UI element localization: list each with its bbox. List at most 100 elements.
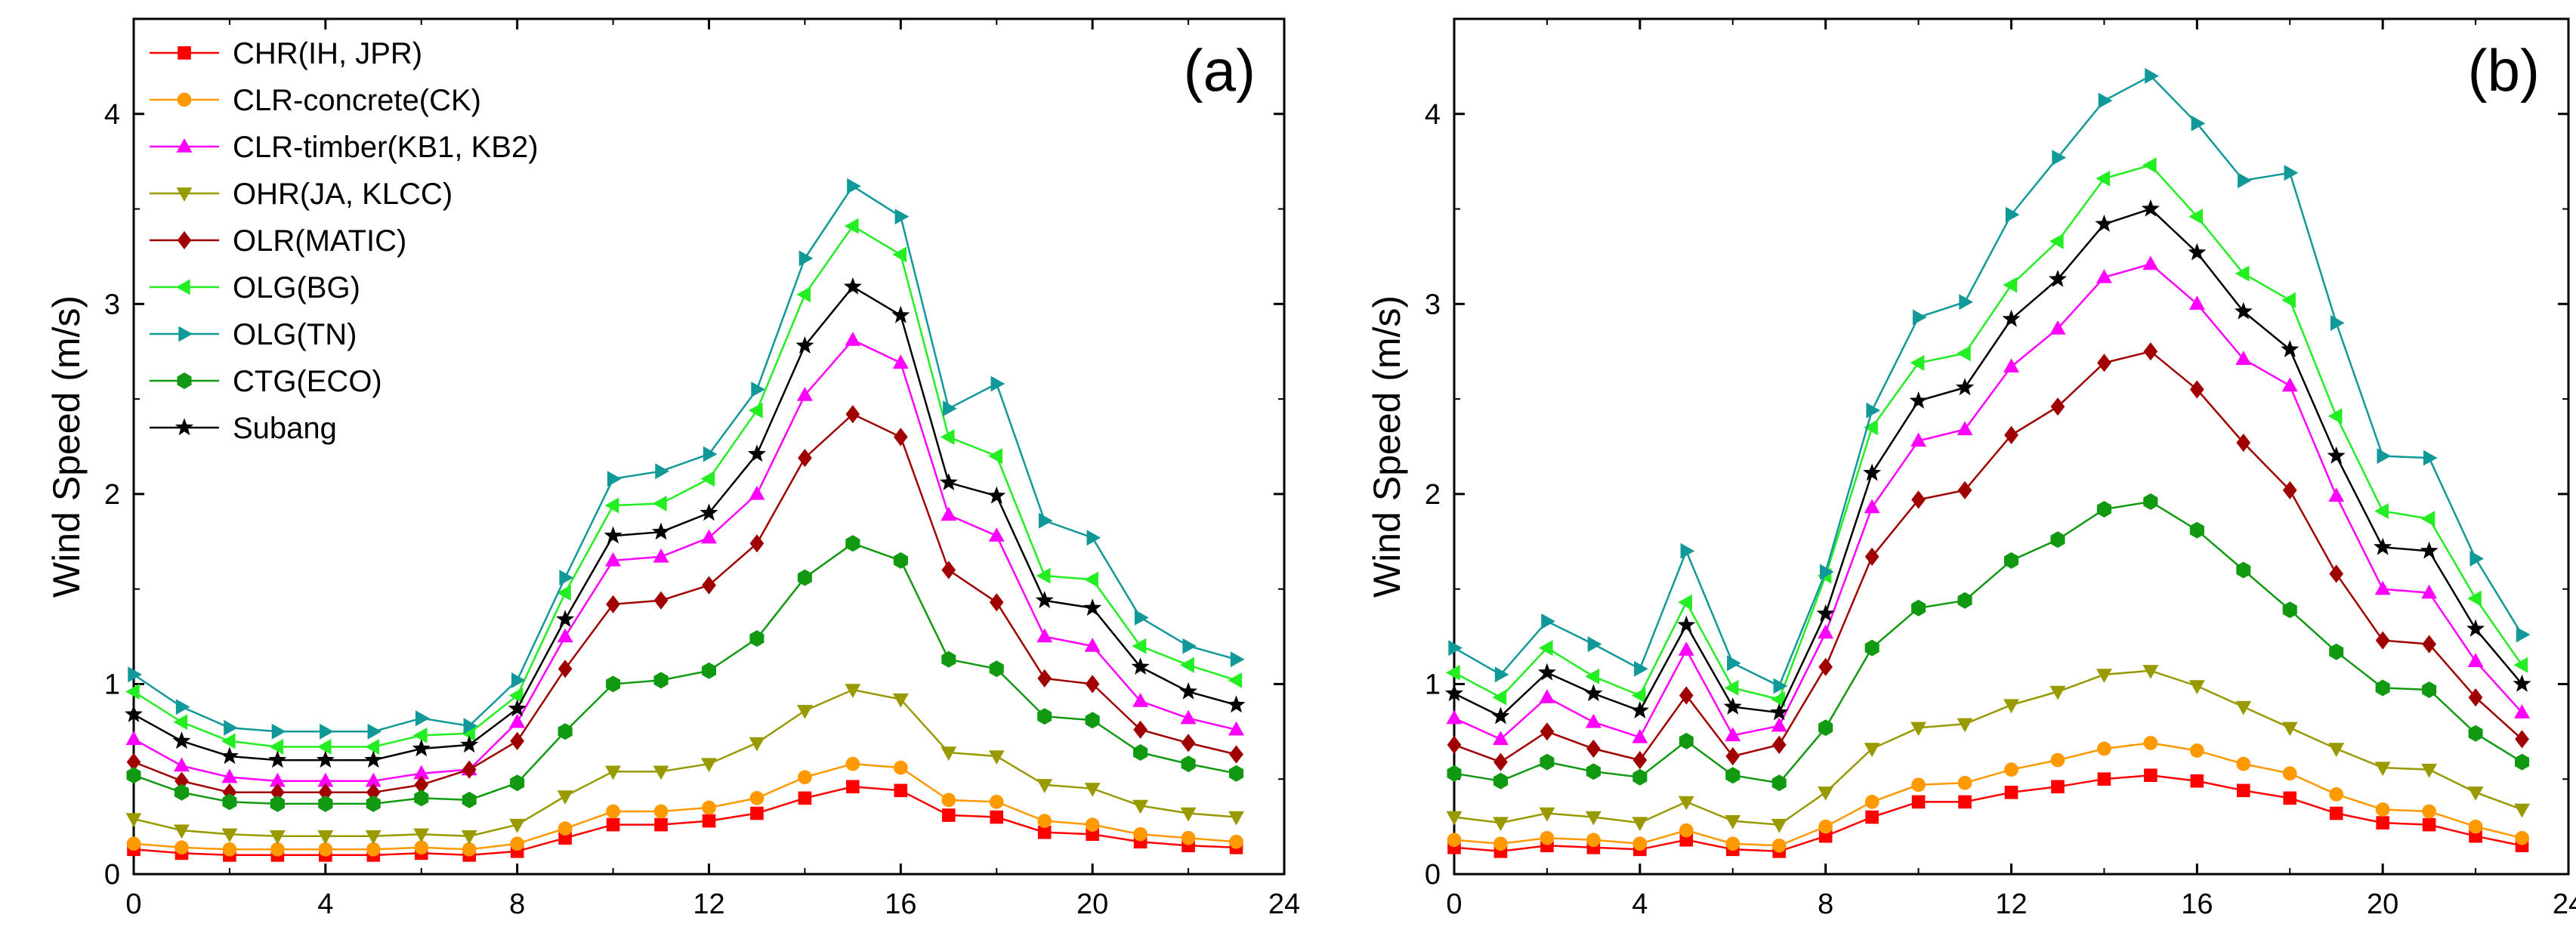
panel-b-data-point [2235, 700, 2252, 715]
panel-b-data-point [2515, 753, 2530, 771]
panel-b-data-point [1446, 664, 1460, 681]
legend-label: Subang [233, 412, 337, 445]
panel-b-data-point [1632, 751, 1648, 770]
panel-a-data-point [1182, 638, 1197, 654]
panel-b-data-point [1866, 402, 1881, 419]
panel-a-data-point [366, 795, 381, 812]
panel-b-data-point [2236, 783, 2250, 798]
panel-b-data-point [1864, 743, 1880, 757]
panel-a-data-point [796, 286, 811, 303]
panel-a-x-tick-label: 4 [317, 888, 333, 920]
panel-a-data-point [892, 354, 909, 369]
panel-b-data-point [1445, 684, 1463, 702]
panel-b-data-point [2420, 511, 2435, 527]
panel-a-data-point [1037, 814, 1052, 828]
panel-a-data-point [557, 628, 573, 643]
panel-b-data-point [2328, 487, 2345, 502]
panel-b-data-point [1632, 836, 1648, 851]
panel-b-data-point [2281, 292, 2296, 308]
panel-a-data-point [653, 496, 667, 511]
panel-a-y-axis-title: Wind Speed (m/s) [45, 295, 88, 598]
panel-b-x-tick-label: 20 [2367, 888, 2398, 920]
panel-b-data-point [1771, 735, 1787, 754]
panel-a-data-point [1036, 779, 1053, 793]
panel-a-data-point [749, 485, 765, 500]
panel-b-data-point [2466, 619, 2485, 637]
panel-a-data-point [1181, 756, 1196, 773]
panel-a-data-point [798, 449, 812, 468]
panel-b-data-point [2421, 584, 2438, 599]
panel-a-x-tick-label: 0 [125, 888, 141, 920]
panel-b-data-point [2004, 762, 2018, 777]
panel-b-data-point [1586, 763, 1601, 780]
panel-a-data-point [221, 828, 238, 843]
panel-a-data-point [412, 727, 428, 743]
panel-b-y-tick-label: 0 [1425, 859, 1441, 891]
panel-b-x-tick-label: 4 [1632, 888, 1648, 920]
panel-a-data-point [318, 795, 333, 812]
panel-b-data-point [2327, 408, 2343, 425]
panel-b-data-point [1725, 727, 1741, 742]
panel-b-data-point [2281, 377, 2298, 392]
panel-a-data-point [1133, 720, 1147, 739]
panel-b-data-point [2375, 802, 2390, 817]
panel-a-data-point [365, 772, 381, 787]
panel-b-data-point [1771, 717, 1787, 732]
panel-b-data-point [2467, 590, 2482, 607]
panel-a-data-point [989, 593, 1004, 612]
panel-b-data-point [1632, 817, 1648, 832]
panel-a-data-point [606, 595, 620, 613]
panel-b-data-point [2422, 635, 2436, 654]
panel-b-data-point [1816, 604, 1835, 622]
panel-b-series-3 [1446, 665, 2530, 833]
panel-a-data-point [1084, 783, 1101, 797]
panel-a-data-point [509, 818, 526, 833]
panel-a-series-1 [126, 756, 1243, 857]
panel-a-series-2 [125, 332, 1244, 787]
panel-a-data-point [702, 800, 716, 815]
legend-item: OLG(BG) [150, 271, 360, 304]
panel-b-data-point [2096, 269, 2112, 283]
panel-a-data-point [175, 699, 190, 715]
legend-item: Subang [150, 412, 337, 445]
panel-b-data-point [2097, 741, 2111, 756]
panel-b-data-point [2097, 772, 2111, 786]
panel-b-data-point [2190, 774, 2204, 788]
panel-a-data-point [750, 806, 764, 820]
panel-b-data-point [1818, 786, 1834, 801]
panel-b-data-point [2468, 688, 2483, 707]
panel-a-data-point [220, 746, 239, 765]
panel-a-data-point [1035, 591, 1054, 608]
panel-a-data-point [1229, 745, 1243, 764]
panel-b-data-point [2374, 762, 2391, 777]
panel-b-data-point [2189, 521, 2204, 539]
panel-b-data-point [1447, 735, 1462, 754]
panel-a-data-point [941, 650, 956, 668]
panel-a-panel-label: (a) [1184, 37, 1256, 104]
panel-a-data-point [987, 486, 1006, 504]
panel-a-data-point [461, 725, 475, 742]
panel-b-data-point [2236, 561, 2251, 579]
panel-a-data-point [1083, 598, 1102, 616]
panel-a-data-point [128, 666, 142, 683]
panel-a-data-point [606, 817, 620, 832]
panel-a-data-point [174, 824, 190, 839]
legend-swatch-marker [177, 92, 192, 107]
panel-b-data-point [1910, 354, 1925, 371]
panel-a-data-point [366, 783, 381, 802]
panel-a-data-point [749, 791, 764, 805]
panel-a-data-point [463, 718, 478, 734]
panel-b-data-point [1911, 599, 1926, 616]
panel-a-data-point [988, 448, 1002, 464]
panel-a-series-5 [125, 218, 1243, 755]
panel-a-data-point [847, 178, 861, 194]
panel-a-data-point [1085, 817, 1100, 832]
panel-a-data-point [511, 672, 526, 688]
panel-b-data-point [1493, 752, 1508, 771]
panel-a-data-point [316, 750, 335, 768]
panel-a-y-tick-label: 1 [104, 669, 120, 700]
panel-b-data-point [1911, 490, 1926, 509]
legend-item: CTG(ECO) [150, 365, 382, 398]
panel-b-data-point [1632, 768, 1648, 786]
panel-a-data-point [989, 795, 1004, 809]
